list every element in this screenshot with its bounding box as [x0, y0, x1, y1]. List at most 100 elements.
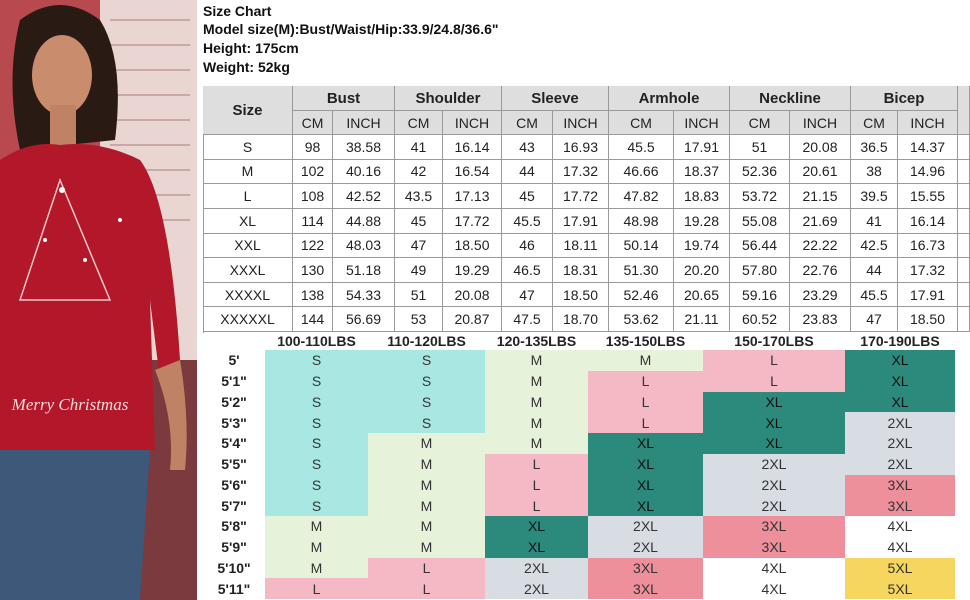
table-cell: 17.91: [674, 135, 730, 160]
header-cell: Size: [203, 86, 293, 135]
table-cell: 43.5: [395, 184, 443, 209]
table-cell: 38.58: [333, 135, 395, 160]
table-cell: 49: [395, 258, 443, 283]
table-cell: 20.87: [443, 307, 502, 332]
table-cell: 16.14: [898, 208, 958, 234]
height-label: 5'5": [221, 456, 247, 473]
size-cell: XL: [845, 391, 955, 413]
table-cell: 23.83: [790, 307, 851, 332]
size-cell: XL: [485, 536, 588, 558]
table-cell: 51: [395, 282, 443, 308]
size-cell: XL: [588, 495, 703, 516]
table-cell: 56.44: [730, 233, 790, 259]
size-cell: XL: [845, 350, 955, 371]
unit-cell: INCH: [790, 111, 851, 135]
size-cell: 2XL: [703, 495, 845, 516]
size-cell: 4XL: [703, 557, 845, 579]
table-cell: XXL: [203, 233, 293, 259]
model-weight: Weight: 52kg: [203, 59, 290, 75]
size-cell: S: [265, 350, 368, 371]
size-cell: 3XL: [845, 474, 955, 496]
size-cell: L: [485, 474, 588, 496]
table-cell: 42.52: [333, 184, 395, 209]
table-cell: 16.93: [553, 135, 609, 160]
size-cell: L: [368, 578, 485, 599]
size-cell: 4XL: [845, 516, 955, 537]
table-cell: 122: [293, 233, 333, 259]
table-cell: 42: [395, 159, 443, 185]
size-cell: XL: [703, 412, 845, 433]
product-photo: Merry Christmas: [0, 0, 197, 600]
size-cell: XL: [703, 433, 845, 454]
size-cell: L: [265, 578, 368, 599]
size-cell: S: [265, 474, 368, 496]
header-cell: Armhole: [609, 86, 730, 111]
table-cell: S: [203, 135, 293, 160]
table-cell: 46.5: [502, 258, 553, 283]
table-cell: 130: [293, 258, 333, 283]
size-cell: S: [368, 412, 485, 433]
table-cell: 50.14: [609, 233, 674, 259]
table-cell: 53.72: [730, 184, 790, 209]
height-label: 5'8": [221, 518, 247, 535]
height-label: 5'10": [217, 559, 251, 576]
table-cell: [958, 135, 970, 160]
size-cell: 3XL: [845, 495, 955, 516]
size-cell: M: [368, 536, 485, 558]
unit-cell: CM: [730, 111, 790, 135]
table-cell: 18.50: [443, 233, 502, 259]
table-cell: 47: [851, 307, 898, 332]
size-cell: 4XL: [703, 578, 845, 599]
table-cell: 144: [293, 307, 333, 332]
size-cell: XL: [485, 516, 588, 537]
unit-cell: CM: [395, 111, 443, 135]
table-cell: 45.5: [502, 208, 553, 234]
table-cell: 39.5: [851, 184, 898, 209]
table-cell: 114: [293, 208, 333, 234]
table-cell: 54.33: [333, 282, 395, 308]
size-cell: M: [265, 516, 368, 537]
size-cell: S: [265, 453, 368, 475]
table-cell: 16.73: [898, 233, 958, 259]
size-cell: M: [265, 536, 368, 558]
unit-cell: CM: [851, 111, 898, 135]
table-cell: 17.91: [553, 208, 609, 234]
table-cell: 18.37: [674, 159, 730, 185]
weight-header: 150-170LBS: [734, 333, 814, 349]
table-cell: 17.32: [898, 258, 958, 283]
table-cell: [958, 258, 970, 283]
size-cell: L: [588, 391, 703, 413]
height-label: 5'6": [221, 476, 247, 493]
table-cell: 17.72: [553, 184, 609, 209]
table-cell: XXXXXL: [203, 307, 293, 332]
table-cell: [958, 307, 970, 332]
table-cell: 44.88: [333, 208, 395, 234]
weight-header: 110-120LBS: [387, 333, 466, 349]
table-cell: 20.65: [674, 282, 730, 308]
table-cell: 40.16: [333, 159, 395, 185]
table-cell: 15.55: [898, 184, 958, 209]
size-cell: S: [265, 433, 368, 454]
table-cell: 47: [502, 282, 553, 308]
table-cell: 20.08: [443, 282, 502, 308]
height-label: 5': [228, 352, 240, 369]
table-cell: [958, 233, 970, 259]
height-label: 5'2": [221, 393, 247, 410]
table-cell: 21.15: [790, 184, 851, 209]
table-cell: 17.13: [443, 184, 502, 209]
unit-cell: CM: [609, 111, 674, 135]
table-cell: 55.08: [730, 208, 790, 234]
table-cell: 56.69: [333, 307, 395, 332]
table-cell: 44: [851, 258, 898, 283]
model-size: Model size(M):Bust/Waist/Hip:33.9/24.8/3…: [203, 21, 499, 37]
size-cell: M: [368, 495, 485, 516]
size-cell: S: [265, 412, 368, 433]
table-cell: 18.31: [553, 258, 609, 283]
table-cell: 20.08: [790, 135, 851, 160]
table-cell: 16.54: [443, 159, 502, 185]
table-cell: 36.5: [851, 135, 898, 160]
size-cell: M: [368, 474, 485, 496]
size-cell: 2XL: [845, 412, 955, 433]
size-cell: M: [485, 412, 588, 433]
